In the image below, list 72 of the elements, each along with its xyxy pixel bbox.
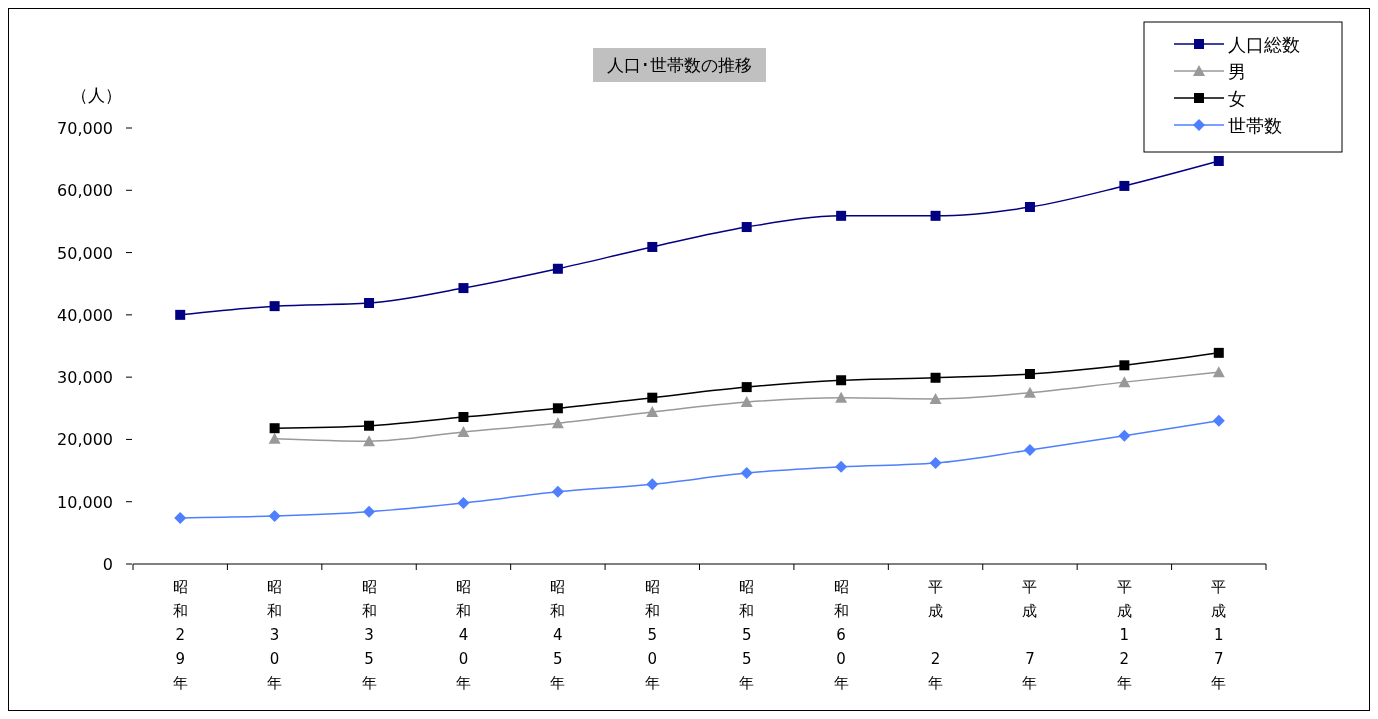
point: [836, 375, 847, 386]
point: [930, 372, 941, 383]
x-tick-label: 平成12年: [1116, 578, 1132, 692]
point: [364, 420, 375, 431]
y-tick-label: 40,000: [57, 305, 113, 325]
y-tick-label: 30,000: [57, 368, 113, 388]
point: [458, 412, 469, 423]
point: [929, 457, 942, 470]
point: [741, 222, 752, 233]
point: [1119, 180, 1130, 191]
category-label: 平成7年: [1022, 578, 1038, 692]
legend-label: 人口総数: [1228, 34, 1300, 55]
x-tick-label: 昭和30年: [267, 578, 283, 692]
legend-label: 世帯数: [1228, 115, 1282, 136]
y-axis-title: （人）: [70, 85, 122, 105]
x-tick-label: 昭和40年: [455, 578, 471, 692]
point: [646, 406, 659, 418]
point: [551, 417, 564, 429]
point: [1023, 444, 1036, 457]
point: [551, 485, 564, 498]
point: [741, 382, 752, 393]
y-tick-label: 0: [102, 555, 113, 574]
point: [1119, 360, 1130, 371]
y-tick-label: 10,000: [57, 492, 113, 512]
point: [647, 241, 658, 252]
x-tick-label: 昭和50年: [644, 578, 660, 692]
point: [1213, 347, 1224, 358]
point: [174, 511, 187, 524]
point: [1212, 414, 1225, 427]
x-tick-label: 平成17年: [1211, 578, 1227, 692]
y-tick-label: 60,000: [57, 181, 113, 201]
point: [740, 467, 753, 480]
point: [1118, 429, 1131, 442]
point: [1213, 156, 1224, 167]
x-tick-label: 昭和29年: [172, 578, 188, 692]
point: [458, 283, 469, 294]
point: [363, 505, 376, 518]
point: [836, 210, 847, 221]
point: [175, 309, 186, 320]
x-tick-label: 昭和60年: [833, 578, 849, 692]
point: [268, 510, 281, 523]
point: [929, 392, 942, 404]
point: [363, 435, 376, 447]
point: [647, 392, 658, 403]
x-tick-label: 昭和45年: [550, 578, 566, 692]
point: [364, 298, 375, 309]
point: [552, 403, 563, 414]
point: [269, 301, 280, 312]
point: [835, 391, 848, 403]
point: [457, 425, 470, 437]
point: [1024, 369, 1035, 380]
point: [1118, 376, 1131, 388]
point: [457, 496, 470, 509]
point: [930, 210, 941, 221]
point: [552, 263, 563, 274]
point: [740, 396, 753, 408]
point: [1212, 366, 1225, 378]
point: [1024, 202, 1035, 213]
x-tick-label: 昭和55年: [739, 578, 755, 692]
legend-label: 女: [1228, 88, 1246, 109]
point: [269, 423, 280, 434]
y-tick-label: 70,000: [57, 119, 113, 138]
point: [835, 460, 848, 473]
y-tick-label: 20,000: [57, 430, 113, 450]
legend-label: 男: [1228, 61, 1246, 82]
point: [268, 432, 281, 444]
category-label: 平成2年: [928, 578, 944, 692]
point: [1023, 386, 1036, 398]
x-tick-label: 昭和35年: [361, 578, 377, 692]
chart-title: 人口･世帯数の推移: [607, 55, 752, 75]
y-tick-label: 50,000: [57, 243, 113, 263]
point: [646, 478, 659, 491]
